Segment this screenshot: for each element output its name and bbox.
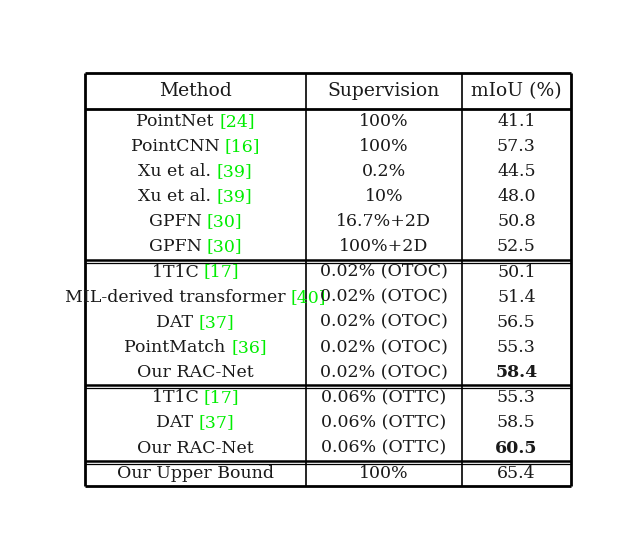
Text: 50.1: 50.1	[497, 264, 536, 280]
Text: 41.1: 41.1	[497, 113, 536, 130]
Text: 58.5: 58.5	[497, 414, 536, 431]
Text: GPFN: GPFN	[148, 213, 207, 230]
Text: 100%: 100%	[359, 138, 409, 155]
Text: 1T1C: 1T1C	[152, 264, 204, 280]
Text: [37]: [37]	[199, 414, 235, 431]
Text: DAT: DAT	[156, 314, 199, 331]
Text: 0.02% (OTOC): 0.02% (OTOC)	[320, 289, 448, 306]
Text: 0.02% (OTOC): 0.02% (OTOC)	[320, 364, 448, 381]
Text: Our Upper Bound: Our Upper Bound	[117, 465, 274, 482]
Text: 57.3: 57.3	[497, 138, 536, 155]
Text: 100%+2D: 100%+2D	[339, 238, 429, 255]
Text: [37]: [37]	[199, 314, 235, 331]
Text: 1T1C: 1T1C	[152, 389, 204, 406]
Text: PointNet: PointNet	[136, 113, 219, 130]
Text: PointCNN: PointCNN	[131, 138, 225, 155]
Text: 100%: 100%	[359, 465, 409, 482]
Text: Xu et al.: Xu et al.	[138, 188, 217, 205]
Text: 0.2%: 0.2%	[362, 163, 406, 180]
Text: 48.0: 48.0	[497, 188, 536, 205]
Text: 55.3: 55.3	[497, 339, 536, 356]
Text: Method: Method	[159, 82, 232, 100]
Text: MIL-derived transformer: MIL-derived transformer	[65, 289, 291, 306]
Text: [39]: [39]	[217, 163, 253, 180]
Text: 51.4: 51.4	[497, 289, 536, 306]
Text: 65.4: 65.4	[497, 465, 536, 482]
Text: GPFN: GPFN	[148, 238, 207, 255]
Text: [36]: [36]	[231, 339, 267, 356]
Text: 0.06% (OTTC): 0.06% (OTTC)	[321, 414, 447, 431]
Text: 10%: 10%	[365, 188, 403, 205]
Text: PointMatch: PointMatch	[124, 339, 231, 356]
Text: [30]: [30]	[207, 238, 243, 255]
Text: 52.5: 52.5	[497, 238, 536, 255]
Text: [30]: [30]	[207, 213, 243, 230]
Text: 0.02% (OTOC): 0.02% (OTOC)	[320, 314, 448, 331]
Text: Supervision: Supervision	[328, 82, 440, 100]
Text: 58.4: 58.4	[495, 364, 538, 381]
Text: Our RAC-Net: Our RAC-Net	[137, 364, 254, 381]
Text: mIoU (%): mIoU (%)	[471, 82, 562, 100]
Text: 55.3: 55.3	[497, 389, 536, 406]
Text: Xu et al.: Xu et al.	[138, 163, 217, 180]
Text: 0.06% (OTTC): 0.06% (OTTC)	[321, 440, 447, 457]
Text: 0.02% (OTOC): 0.02% (OTOC)	[320, 339, 448, 356]
Text: 100%: 100%	[359, 113, 409, 130]
Text: [24]: [24]	[219, 113, 255, 130]
Text: 60.5: 60.5	[495, 440, 538, 457]
Text: DAT: DAT	[156, 414, 199, 431]
Text: [16]: [16]	[225, 138, 260, 155]
Text: [40]: [40]	[291, 289, 326, 306]
Text: [39]: [39]	[217, 188, 253, 205]
Text: Our RAC-Net: Our RAC-Net	[137, 440, 254, 457]
Text: 0.06% (OTTC): 0.06% (OTTC)	[321, 389, 447, 406]
Text: 16.7%+2D: 16.7%+2D	[337, 213, 431, 230]
Text: [17]: [17]	[204, 264, 239, 280]
Text: 0.02% (OTOC): 0.02% (OTOC)	[320, 264, 448, 280]
Text: [17]: [17]	[204, 389, 239, 406]
Text: 56.5: 56.5	[497, 314, 536, 331]
Text: 50.8: 50.8	[497, 213, 536, 230]
Text: 44.5: 44.5	[497, 163, 536, 180]
